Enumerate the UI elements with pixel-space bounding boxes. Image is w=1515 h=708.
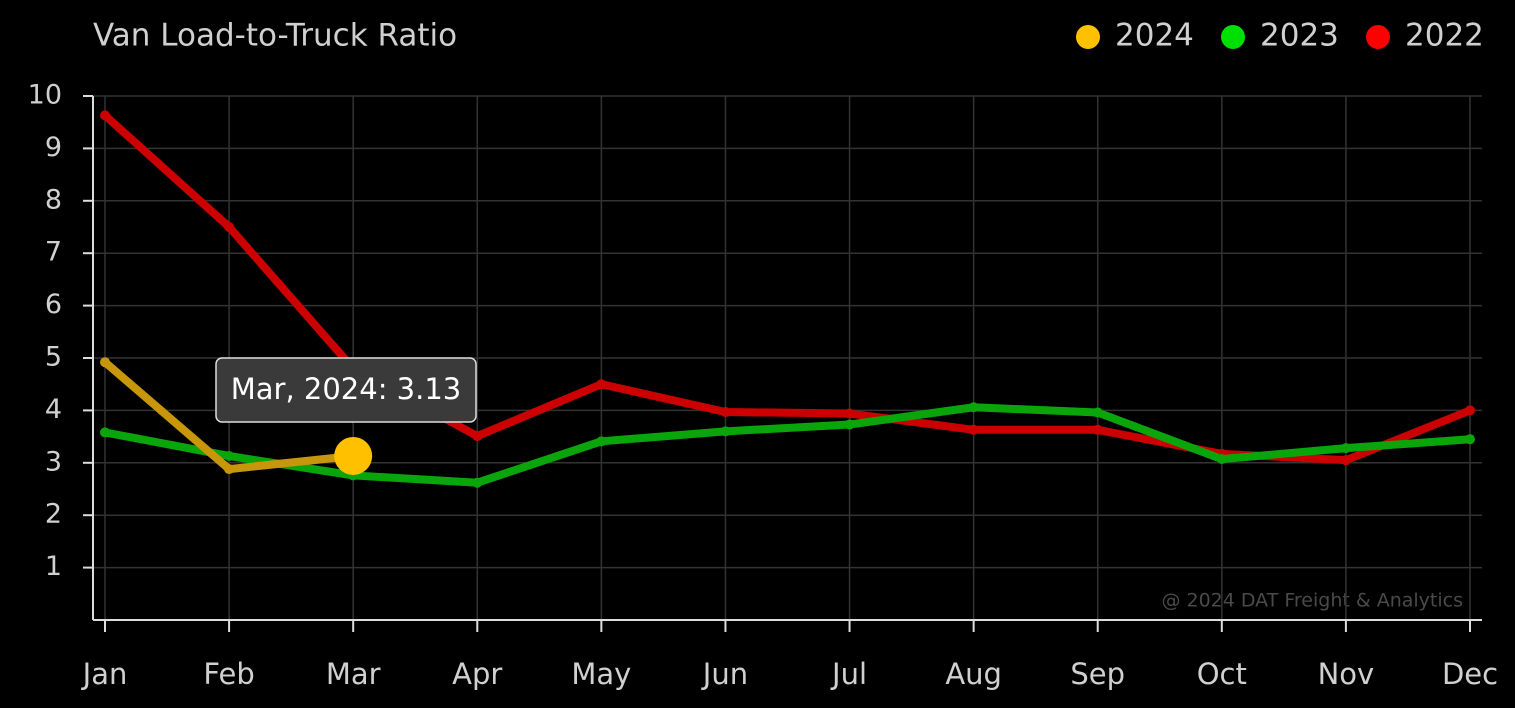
data-point [472, 431, 483, 442]
tooltip-text: Mar, 2024: 3.13 [231, 372, 462, 406]
y-tick-label: 6 [45, 289, 62, 320]
series-line [101, 403, 1474, 487]
x-tick-label: Mar [326, 657, 381, 691]
x-tick-label: Oct [1197, 657, 1247, 691]
data-point [1092, 424, 1103, 435]
legend-label: 2024 [1115, 18, 1194, 54]
data-point [100, 110, 110, 121]
y-tick-label: 9 [45, 132, 62, 163]
x-tick-label: Jun [701, 657, 748, 691]
legend-swatch [1076, 25, 1100, 49]
data-point [596, 379, 607, 390]
y-tick-label: 1 [45, 551, 62, 582]
x-tick-label: Dec [1442, 657, 1498, 691]
y-tick-label: 2 [45, 499, 62, 530]
y-tick-label: 10 [28, 80, 62, 111]
legend-label: 2022 [1405, 18, 1484, 54]
data-point [100, 427, 110, 438]
x-tick-label: Apr [452, 657, 502, 691]
x-tick-label: Jan [81, 657, 128, 691]
x-tick-label: May [571, 657, 631, 691]
data-point [1340, 443, 1351, 454]
data-point [472, 477, 483, 488]
tooltip: Mar, 2024: 3.13 [215, 357, 477, 423]
data-point [100, 357, 110, 368]
data-point [844, 408, 855, 419]
y-tick-label: 4 [45, 394, 62, 425]
data-point [844, 419, 855, 430]
credit: @ 2024 DAT Freight & Analytics [1161, 590, 1463, 612]
data-point [1340, 455, 1351, 466]
data-point [596, 436, 607, 447]
data-point [1465, 405, 1475, 416]
x-tick-label: Jul [830, 657, 867, 691]
y-tick-label: 7 [45, 237, 62, 268]
legend-label: 2023 [1260, 18, 1339, 54]
data-point [1092, 407, 1103, 418]
tooltip-box [215, 357, 477, 423]
chart-title: Van Load-to-Truck Ratio [93, 18, 457, 54]
x-tick-label: Nov [1318, 657, 1375, 691]
data-point [720, 426, 731, 437]
data-point [224, 222, 235, 232]
legend-swatch [1221, 25, 1245, 49]
x-tick-label: Feb [203, 657, 254, 691]
y-tick-label: 8 [45, 184, 62, 215]
data-point [968, 424, 979, 435]
data-point [224, 464, 235, 475]
data-point [224, 450, 235, 461]
data-point [1465, 434, 1475, 445]
data-point [720, 406, 731, 417]
hover-point [334, 436, 373, 475]
data-point [968, 402, 979, 413]
data-point [1216, 454, 1227, 465]
y-tick-label: 3 [45, 446, 62, 477]
y-tick-label: 5 [45, 342, 62, 373]
x-tick-label: Sep [1070, 657, 1125, 691]
x-tick-label: Aug [945, 657, 1002, 691]
legend-swatch [1366, 25, 1390, 49]
